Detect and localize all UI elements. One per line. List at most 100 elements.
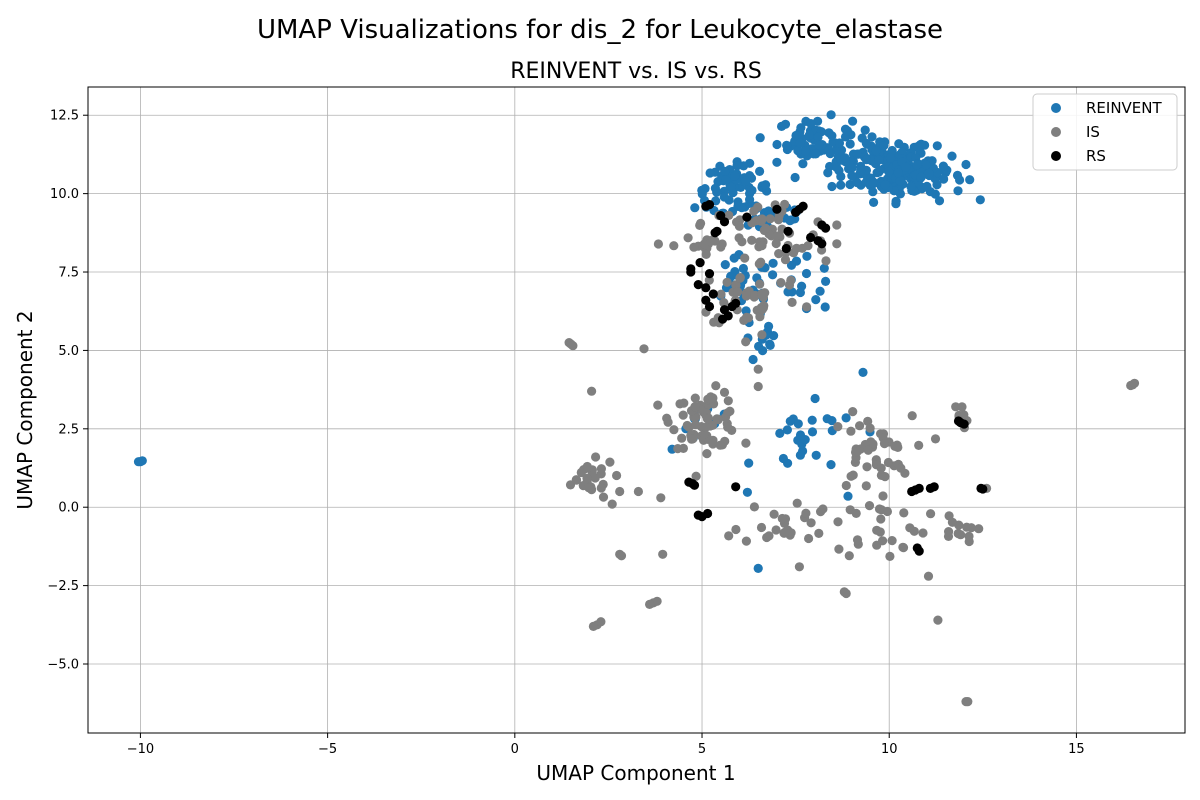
data-point xyxy=(695,258,705,268)
data-point xyxy=(753,381,763,392)
data-point xyxy=(867,132,877,142)
series-rs xyxy=(684,200,988,556)
data-point xyxy=(871,146,881,156)
data-point xyxy=(734,221,745,231)
data-point xyxy=(678,410,688,420)
data-point xyxy=(733,197,743,207)
data-point xyxy=(774,249,784,259)
data-point xyxy=(757,305,767,315)
data-point xyxy=(961,159,971,170)
data-point xyxy=(804,130,815,140)
data-point xyxy=(775,428,785,438)
data-point xyxy=(802,251,812,261)
data-point xyxy=(719,387,730,397)
data-point xyxy=(669,241,679,251)
x-tick-label: 15 xyxy=(1068,742,1085,757)
data-point xyxy=(772,231,782,241)
data-point xyxy=(806,119,816,129)
data-point xyxy=(834,544,844,554)
data-point xyxy=(891,199,901,209)
data-point xyxy=(806,518,816,528)
data-point xyxy=(598,492,609,502)
data-point xyxy=(795,287,806,298)
data-point xyxy=(847,171,857,181)
plot-title: REINVENT vs. IS vs. RS xyxy=(510,59,762,84)
data-point xyxy=(953,416,964,426)
data-point xyxy=(896,463,906,473)
data-point xyxy=(723,311,733,321)
x-axis-label: UMAP Component 1 xyxy=(536,761,735,785)
data-point xyxy=(669,425,679,435)
data-point xyxy=(914,483,924,493)
data-point xyxy=(765,214,775,224)
data-point xyxy=(720,166,730,176)
data-point xyxy=(912,543,922,553)
data-point xyxy=(868,439,878,449)
data-point xyxy=(815,286,825,296)
data-point xyxy=(955,175,965,185)
data-point xyxy=(834,138,845,148)
data-point xyxy=(845,139,855,149)
data-point xyxy=(810,393,820,404)
data-point xyxy=(840,153,850,163)
data-point xyxy=(591,452,601,462)
data-point xyxy=(720,260,730,270)
data-point xyxy=(897,147,907,157)
data-point xyxy=(1129,378,1140,388)
data-point xyxy=(819,263,829,273)
data-point xyxy=(848,407,858,417)
data-point xyxy=(842,126,853,136)
legend-box xyxy=(1032,93,1178,171)
data-point xyxy=(771,238,781,249)
data-point xyxy=(777,513,787,524)
data-point xyxy=(716,289,726,299)
data-point xyxy=(719,217,730,227)
data-point xyxy=(768,258,778,268)
data-point xyxy=(845,179,855,190)
data-point xyxy=(906,182,916,192)
x-tick-label: −5 xyxy=(318,742,337,757)
data-point xyxy=(783,287,793,297)
data-point xyxy=(679,398,689,408)
data-point xyxy=(798,201,808,211)
data-point xyxy=(880,180,890,190)
data-point xyxy=(974,524,984,534)
data-point xyxy=(568,341,578,351)
data-point xyxy=(797,243,807,253)
data-point xyxy=(806,232,816,243)
legend: REINVENT IS RS xyxy=(1032,93,1178,171)
data-point xyxy=(782,425,793,435)
data-point xyxy=(882,506,893,517)
data-point xyxy=(596,483,606,493)
data-point xyxy=(721,175,731,185)
data-point xyxy=(923,571,934,581)
data-point xyxy=(953,528,963,539)
data-point xyxy=(798,159,808,169)
legend-label-is: IS xyxy=(1086,123,1100,141)
data-point xyxy=(656,493,666,503)
data-point xyxy=(883,457,894,468)
data-point xyxy=(719,298,729,308)
data-point xyxy=(861,155,872,165)
data-point xyxy=(691,471,701,481)
data-point xyxy=(740,253,750,263)
data-point xyxy=(844,551,854,561)
data-point xyxy=(747,185,757,195)
data-point xyxy=(825,149,835,159)
data-point xyxy=(607,499,617,509)
data-point xyxy=(832,220,842,230)
data-point xyxy=(796,123,806,133)
data-point xyxy=(887,145,897,156)
data-point xyxy=(686,267,696,277)
data-point xyxy=(689,242,699,252)
data-point xyxy=(833,517,843,527)
data-point xyxy=(762,532,772,543)
data-point xyxy=(724,531,734,541)
data-point xyxy=(715,440,725,450)
data-point xyxy=(693,280,703,290)
data-point xyxy=(605,457,615,467)
y-axis-ticks: −5.0 −2.5 0.0 2.5 5.0 7.5 10.0 12.5 xyxy=(47,109,88,673)
data-point xyxy=(731,482,741,492)
data-point xyxy=(976,483,986,493)
y-axis-label: UMAP Component 2 xyxy=(13,310,37,509)
